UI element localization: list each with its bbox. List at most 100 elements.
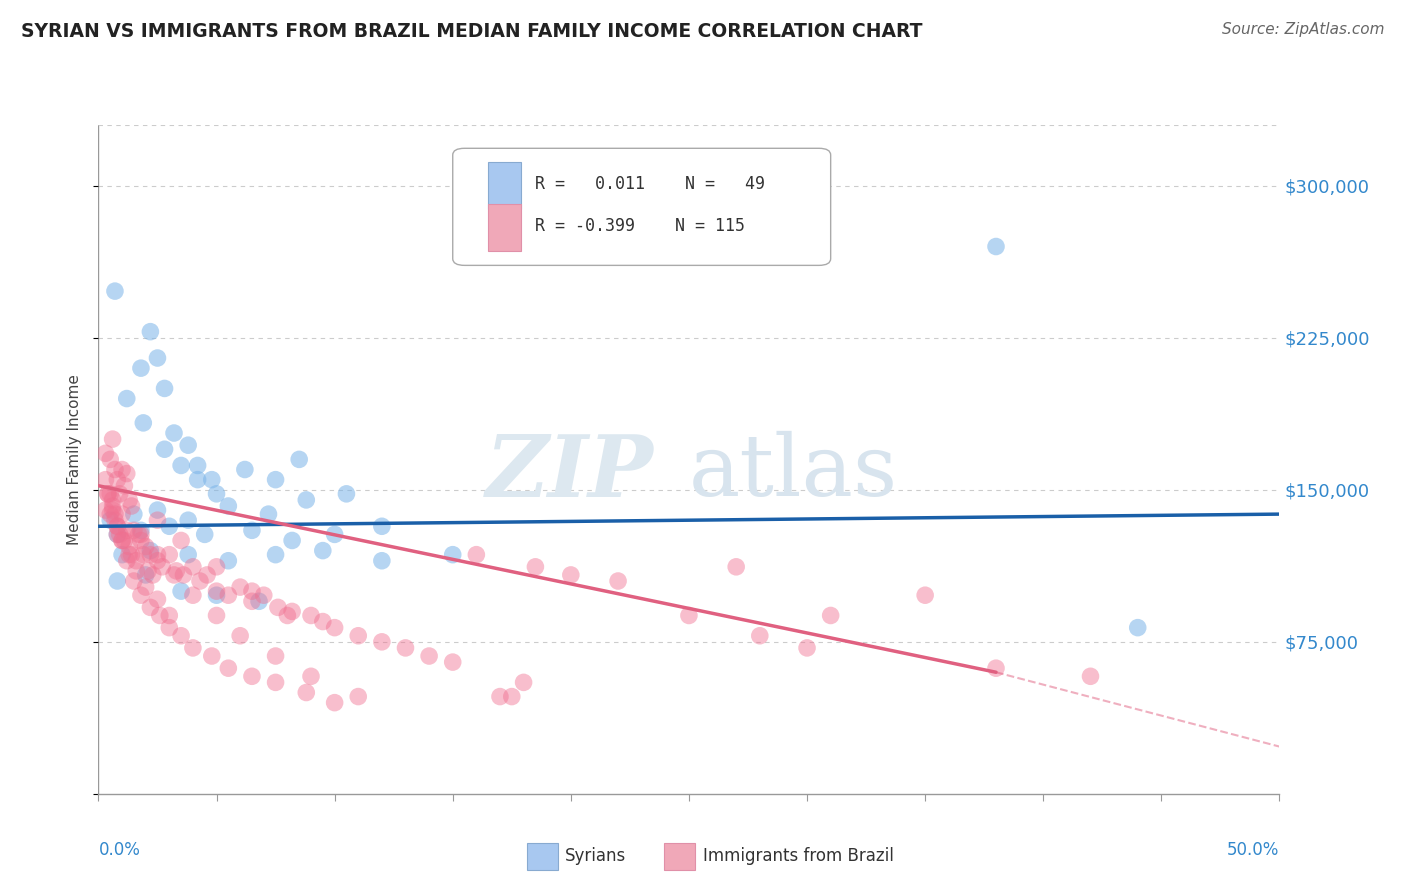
Point: [240, 584, 263, 599]
Point: [111, 507, 134, 521]
Point: [371, 635, 394, 649]
Point: [105, 519, 128, 533]
Point: [267, 600, 290, 615]
Point: [98, 513, 121, 527]
Point: [607, 574, 630, 588]
Point: [984, 661, 1007, 675]
Point: [195, 568, 218, 582]
Point: [111, 533, 134, 548]
Point: [139, 600, 162, 615]
Point: [247, 594, 270, 608]
FancyBboxPatch shape: [453, 148, 831, 266]
Point: [187, 458, 209, 473]
Point: [118, 548, 141, 562]
Point: [748, 629, 770, 643]
Point: [104, 284, 127, 298]
Point: [264, 473, 287, 487]
Point: [112, 479, 135, 493]
Point: [142, 568, 165, 582]
Point: [796, 640, 818, 655]
Point: [112, 533, 135, 548]
Text: R =   0.011    N =   49: R = 0.011 N = 49: [536, 175, 765, 193]
Point: [323, 527, 346, 541]
Point: [129, 588, 152, 602]
Point: [111, 548, 134, 562]
Point: [104, 462, 127, 476]
Point: [229, 580, 252, 594]
Point: [217, 661, 239, 675]
Point: [98, 487, 121, 501]
Point: [139, 325, 162, 339]
Point: [136, 564, 159, 578]
Point: [512, 675, 534, 690]
Point: [105, 473, 128, 487]
Point: [233, 462, 256, 476]
Point: [914, 588, 936, 602]
Point: [115, 392, 138, 406]
Point: [118, 492, 141, 507]
Point: [820, 608, 842, 623]
Point: [295, 492, 318, 507]
Point: [1080, 669, 1102, 683]
Y-axis label: Median Family Income: Median Family Income: [66, 374, 82, 545]
Point: [347, 629, 370, 643]
Point: [170, 584, 193, 599]
Point: [163, 568, 186, 582]
Point: [205, 588, 228, 602]
Point: [146, 503, 169, 517]
Point: [149, 608, 172, 623]
Point: [122, 524, 145, 538]
Bar: [488, 203, 522, 251]
Point: [97, 487, 120, 501]
Point: [98, 507, 121, 521]
Point: [678, 608, 700, 623]
Point: [201, 648, 224, 663]
Point: [288, 452, 311, 467]
Point: [105, 519, 128, 533]
Point: [121, 499, 143, 513]
Point: [146, 548, 169, 562]
Point: [118, 540, 141, 554]
Point: [101, 499, 124, 513]
Point: [146, 592, 169, 607]
Point: [111, 462, 134, 476]
Point: [194, 527, 217, 541]
Point: [253, 588, 276, 602]
Point: [1126, 621, 1149, 635]
Point: [129, 361, 152, 376]
Point: [441, 548, 464, 562]
Point: [163, 425, 186, 440]
Point: [115, 554, 138, 568]
Point: [139, 543, 162, 558]
Point: [335, 487, 357, 501]
Point: [240, 669, 263, 683]
Point: [441, 655, 464, 669]
Point: [312, 615, 335, 629]
Point: [157, 548, 180, 562]
Point: [94, 503, 117, 517]
Point: [312, 543, 335, 558]
Point: [264, 548, 287, 562]
Point: [153, 381, 176, 395]
Point: [105, 527, 128, 541]
Point: [108, 487, 131, 501]
Point: [188, 574, 211, 588]
Point: [465, 548, 488, 562]
Point: [177, 438, 200, 452]
Point: [347, 690, 370, 704]
Point: [177, 513, 200, 527]
Point: [560, 568, 582, 582]
Point: [122, 507, 145, 521]
Point: [129, 524, 152, 538]
Point: [323, 621, 346, 635]
Point: [104, 513, 127, 527]
Point: [105, 574, 128, 588]
Text: atlas: atlas: [689, 431, 898, 515]
Point: [181, 588, 204, 602]
Point: [201, 473, 224, 487]
Point: [323, 696, 346, 710]
Point: [101, 503, 124, 517]
Point: [132, 416, 155, 430]
Point: [153, 442, 176, 457]
Point: [129, 533, 152, 548]
